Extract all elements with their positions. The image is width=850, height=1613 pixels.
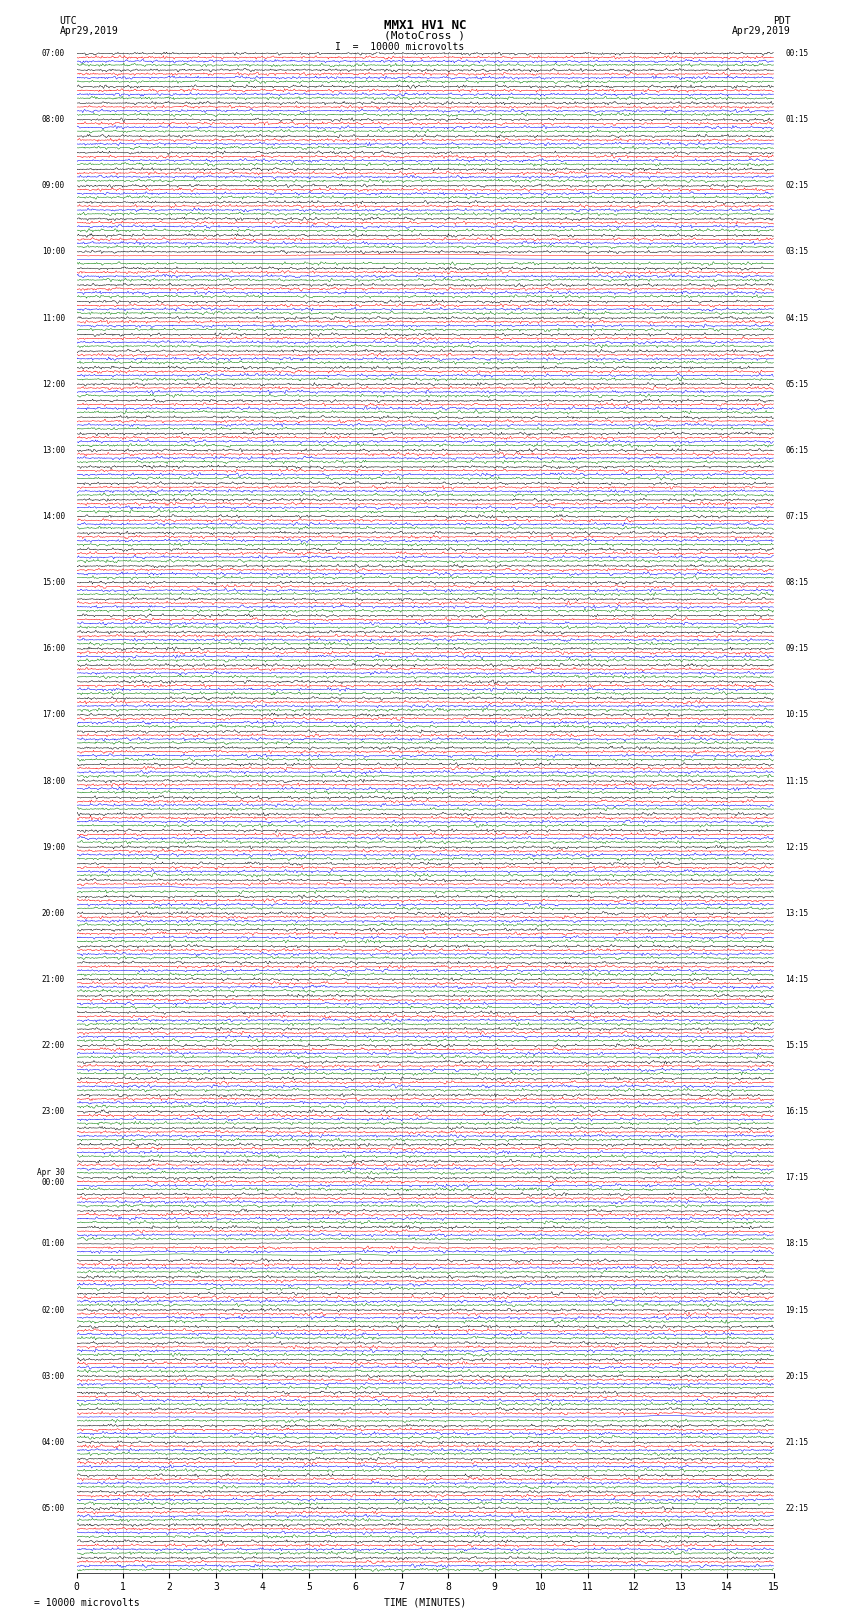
Text: I  =  10000 microvolts: I = 10000 microvolts [335,42,464,52]
Text: 15:00: 15:00 [42,577,65,587]
Text: 14:15: 14:15 [785,974,808,984]
Text: 11:00: 11:00 [42,313,65,323]
Text: 15:15: 15:15 [785,1040,808,1050]
Text: 04:15: 04:15 [785,313,808,323]
Text: 10:00: 10:00 [42,247,65,256]
Text: 00:15: 00:15 [785,48,808,58]
Text: 10:15: 10:15 [785,710,808,719]
Text: MMX1 HV1 NC: MMX1 HV1 NC [383,19,467,32]
Text: 17:00: 17:00 [42,710,65,719]
Text: 01:00: 01:00 [42,1239,65,1248]
Text: 05:15: 05:15 [785,379,808,389]
Text: 18:00: 18:00 [42,776,65,786]
Text: 12:00: 12:00 [42,379,65,389]
Text: Apr29,2019: Apr29,2019 [60,26,118,35]
Text: 11:15: 11:15 [785,776,808,786]
Text: 12:15: 12:15 [785,842,808,852]
Text: 20:15: 20:15 [785,1371,808,1381]
Text: 21:15: 21:15 [785,1437,808,1447]
Text: Apr 30
00:00: Apr 30 00:00 [37,1168,65,1187]
Text: 17:15: 17:15 [785,1173,808,1182]
Text: 20:00: 20:00 [42,908,65,918]
Text: 06:15: 06:15 [785,445,808,455]
Text: 03:00: 03:00 [42,1371,65,1381]
Text: 01:15: 01:15 [785,115,808,124]
Text: 08:00: 08:00 [42,115,65,124]
Text: 19:15: 19:15 [785,1305,808,1315]
Text: 19:00: 19:00 [42,842,65,852]
Text: 07:15: 07:15 [785,511,808,521]
Text: 13:15: 13:15 [785,908,808,918]
Text: 18:15: 18:15 [785,1239,808,1248]
Text: 09:00: 09:00 [42,181,65,190]
Text: 03:15: 03:15 [785,247,808,256]
Text: 22:00: 22:00 [42,1040,65,1050]
Text: 22:15: 22:15 [785,1503,808,1513]
Text: = 10000 microvolts: = 10000 microvolts [34,1598,139,1608]
Text: 09:15: 09:15 [785,644,808,653]
Text: 14:00: 14:00 [42,511,65,521]
Text: 05:00: 05:00 [42,1503,65,1513]
Text: 21:00: 21:00 [42,974,65,984]
Text: 13:00: 13:00 [42,445,65,455]
Text: Apr29,2019: Apr29,2019 [732,26,791,35]
Text: 02:00: 02:00 [42,1305,65,1315]
Text: 02:15: 02:15 [785,181,808,190]
Text: 07:00: 07:00 [42,48,65,58]
Text: 16:15: 16:15 [785,1107,808,1116]
X-axis label: TIME (MINUTES): TIME (MINUTES) [384,1598,466,1608]
Text: 08:15: 08:15 [785,577,808,587]
Text: (MotoCross ): (MotoCross ) [384,31,466,40]
Text: PDT: PDT [773,16,790,26]
Text: 16:00: 16:00 [42,644,65,653]
Text: 23:00: 23:00 [42,1107,65,1116]
Text: UTC: UTC [60,16,77,26]
Text: 04:00: 04:00 [42,1437,65,1447]
